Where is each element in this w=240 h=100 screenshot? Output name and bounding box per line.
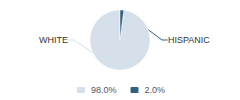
svg-text:98.0%: 98.0% [91,85,117,95]
svg-text:HISPANIC: HISPANIC [168,35,210,45]
svg-text:2.0%: 2.0% [145,85,166,95]
svg-text:WHITE: WHITE [39,35,68,45]
